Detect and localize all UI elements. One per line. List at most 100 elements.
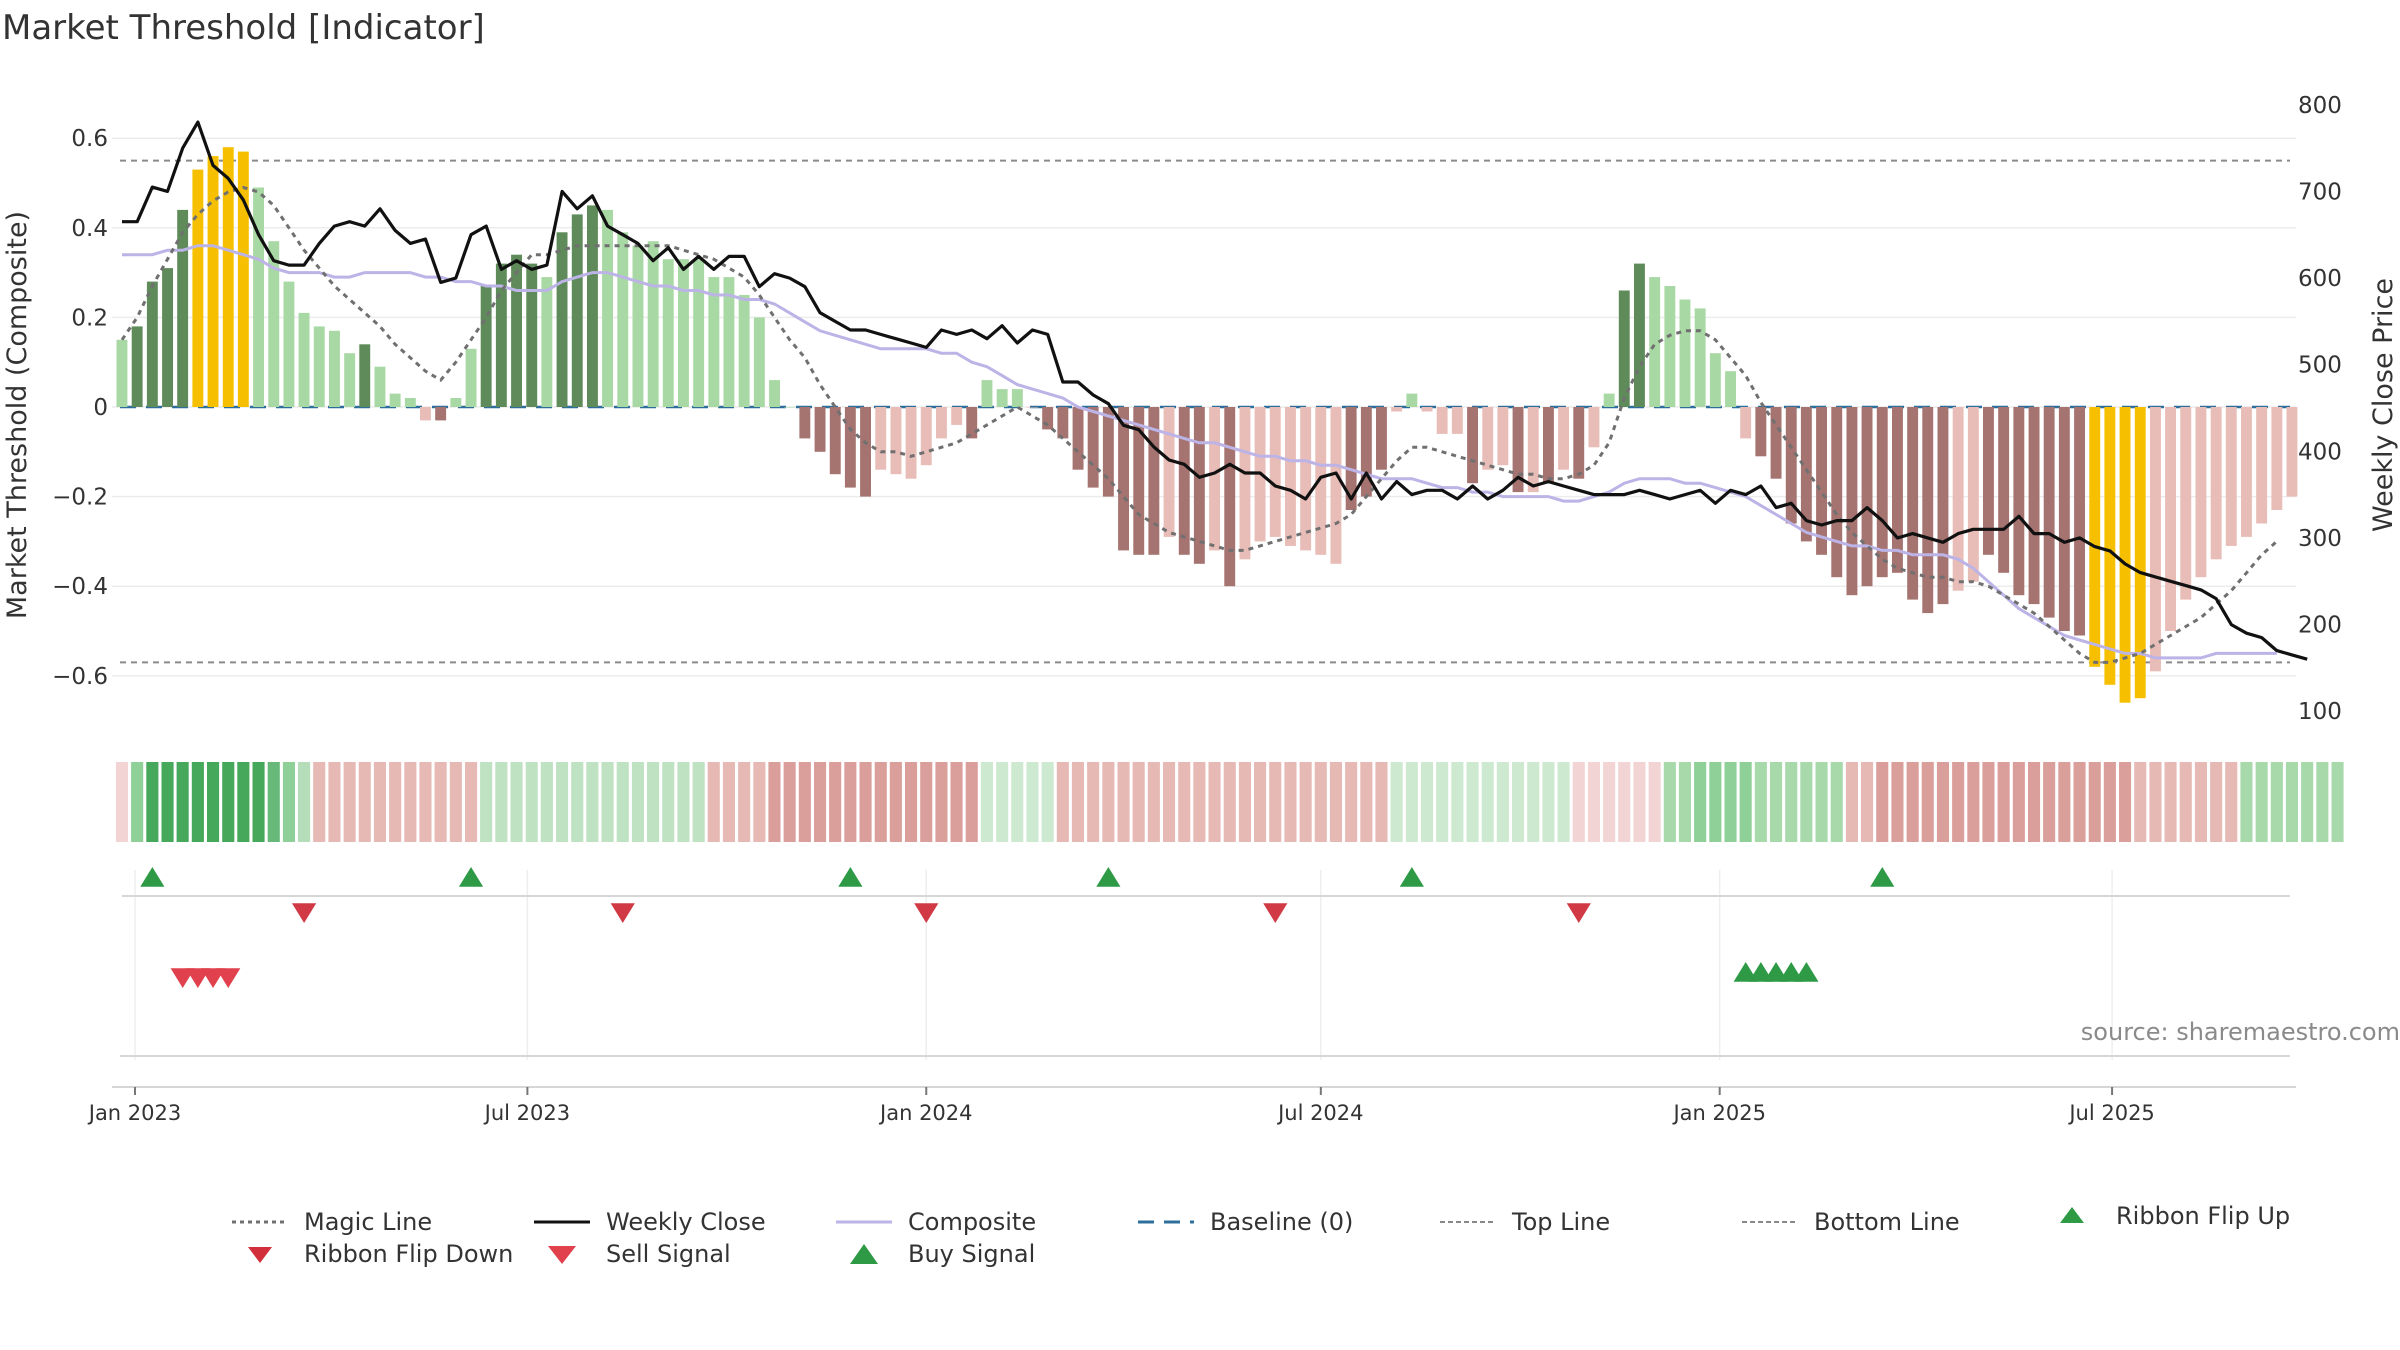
ribbon-segment	[1557, 762, 1570, 842]
axes: 0.6 0.4 0.2 0 −0.2 −0.4 −0.6 800 700 600 500 400 300…	[2, 93, 2399, 1125]
ribbon-segment	[1405, 762, 1418, 842]
ribbon-segment	[1952, 762, 1965, 842]
ribbon-segment	[404, 762, 417, 842]
histogram-bar	[2271, 407, 2283, 510]
dotted-line-icon	[232, 1220, 288, 1224]
histogram-bar	[1603, 393, 1615, 407]
histogram-bar	[222, 147, 234, 407]
histogram-bar	[1907, 407, 1919, 600]
histogram-bar	[2028, 407, 2040, 605]
x-tick-label: Jan 2024	[878, 1101, 973, 1125]
y2-tick-label: 600	[2298, 266, 2342, 292]
legend-item-sell-signal: Sell Signal	[532, 1240, 731, 1268]
y-tick-label: 0.4	[71, 216, 108, 242]
histogram-bar	[1027, 407, 1038, 408]
ribbon-segment	[601, 762, 614, 842]
histogram-bar	[268, 241, 280, 407]
ribbon-segment	[1967, 762, 1980, 842]
histogram-bar	[799, 407, 811, 439]
ribbon-segment	[237, 762, 250, 842]
histogram-bar	[996, 389, 1008, 407]
ribbon-segment	[2028, 762, 2041, 842]
histogram-bar	[480, 286, 492, 407]
histogram-bar	[1239, 407, 1251, 560]
histogram-bar	[1345, 407, 1357, 510]
legend-item-ribbon-flip-up: Ribbon Flip Up	[2042, 1202, 2290, 1230]
histogram-bar	[708, 277, 720, 407]
histogram-bar	[632, 245, 644, 407]
histogram-bar	[587, 205, 598, 407]
ribbon-segment	[556, 762, 569, 842]
histogram-bar	[1983, 407, 1994, 555]
ribbon-segment	[1481, 762, 1494, 842]
histogram-bar	[1998, 407, 2010, 573]
y-axis-title: Market Threshold (Composite)	[2, 211, 33, 619]
ribbon-segment	[1087, 762, 1100, 842]
histogram-bar	[2286, 407, 2298, 497]
ribbon-segment	[1921, 762, 1934, 842]
legend-label: Composite	[908, 1208, 1037, 1236]
histogram-bar	[1436, 407, 1448, 434]
ribbon-segment	[1906, 762, 1919, 842]
ribbon-segment	[1678, 762, 1691, 842]
histogram-bar	[2225, 407, 2237, 546]
ribbon-segment	[1603, 762, 1616, 842]
sell-signal-marker	[1263, 903, 1288, 923]
histogram-bar	[1209, 407, 1220, 551]
ribbon-segment	[647, 762, 660, 842]
ribbon-segment	[616, 762, 629, 842]
triangle-up-icon	[2060, 1207, 2084, 1223]
histogram-bar	[1178, 407, 1190, 555]
x-tick-label: Jan 2023	[87, 1101, 182, 1125]
ribbon-segment	[1891, 762, 1904, 842]
y-tick-label: 0.2	[71, 305, 108, 331]
ribbon-segment	[1254, 762, 1267, 842]
ribbon-segment	[2301, 762, 2314, 842]
histogram-bar	[693, 259, 705, 407]
legend-item-top-line: Top Line	[1438, 1208, 1610, 1236]
y2-tick-label: 700	[2298, 179, 2342, 205]
ribbon-flip-up-marker	[1794, 962, 1819, 982]
histogram-bar	[2058, 407, 2070, 631]
histogram-bar	[2150, 407, 2161, 672]
ribbon-segment	[1390, 762, 1403, 842]
ribbon-segment	[191, 762, 204, 842]
ribbon-segment	[495, 762, 508, 842]
ribbon-segment	[2210, 762, 2223, 842]
ribbon-segment	[1345, 762, 1358, 842]
ribbon-segment	[2073, 762, 2086, 842]
triangle-up-green-icon	[850, 1244, 878, 1264]
triangle-down-red-icon	[548, 1246, 576, 1264]
histogram-bar	[829, 407, 841, 475]
histogram-bar	[814, 407, 826, 452]
ribbon-segment	[313, 762, 326, 842]
histogram-bar	[1482, 407, 1494, 470]
histogram-bar	[1451, 407, 1463, 434]
histogram-bar	[1816, 407, 1827, 555]
histogram-bar	[981, 380, 993, 407]
histogram-bar	[1543, 407, 1554, 484]
ribbon-segment	[2088, 762, 2101, 842]
ribbon-segment	[1527, 762, 1540, 842]
buy-signal-marker	[458, 867, 484, 887]
ribbon-segment	[1496, 762, 1509, 842]
histogram-bar	[662, 259, 674, 407]
histogram-bar	[1102, 407, 1114, 497]
ribbon-segment	[586, 762, 599, 842]
ribbon-segment	[798, 762, 811, 842]
histogram-bar	[1740, 407, 1752, 439]
histogram-bar	[920, 407, 932, 466]
ribbon-segment	[1284, 762, 1297, 842]
ribbon-segment	[510, 762, 523, 842]
legend-label: Ribbon Flip Up	[2116, 1202, 2291, 1230]
legend-item-buy-signal: Buy Signal	[834, 1240, 1035, 1268]
histogram-bar	[1527, 407, 1539, 493]
histogram-bar	[526, 263, 538, 407]
ribbon-segment	[2058, 762, 2071, 842]
ribbon-segment	[1451, 762, 1464, 842]
histogram-bar	[875, 407, 887, 470]
histogram-bar	[905, 407, 917, 479]
ribbon-segment	[1375, 762, 1388, 842]
ribbon-flip-up-marker	[1733, 962, 1758, 982]
histogram-bar	[359, 344, 371, 407]
